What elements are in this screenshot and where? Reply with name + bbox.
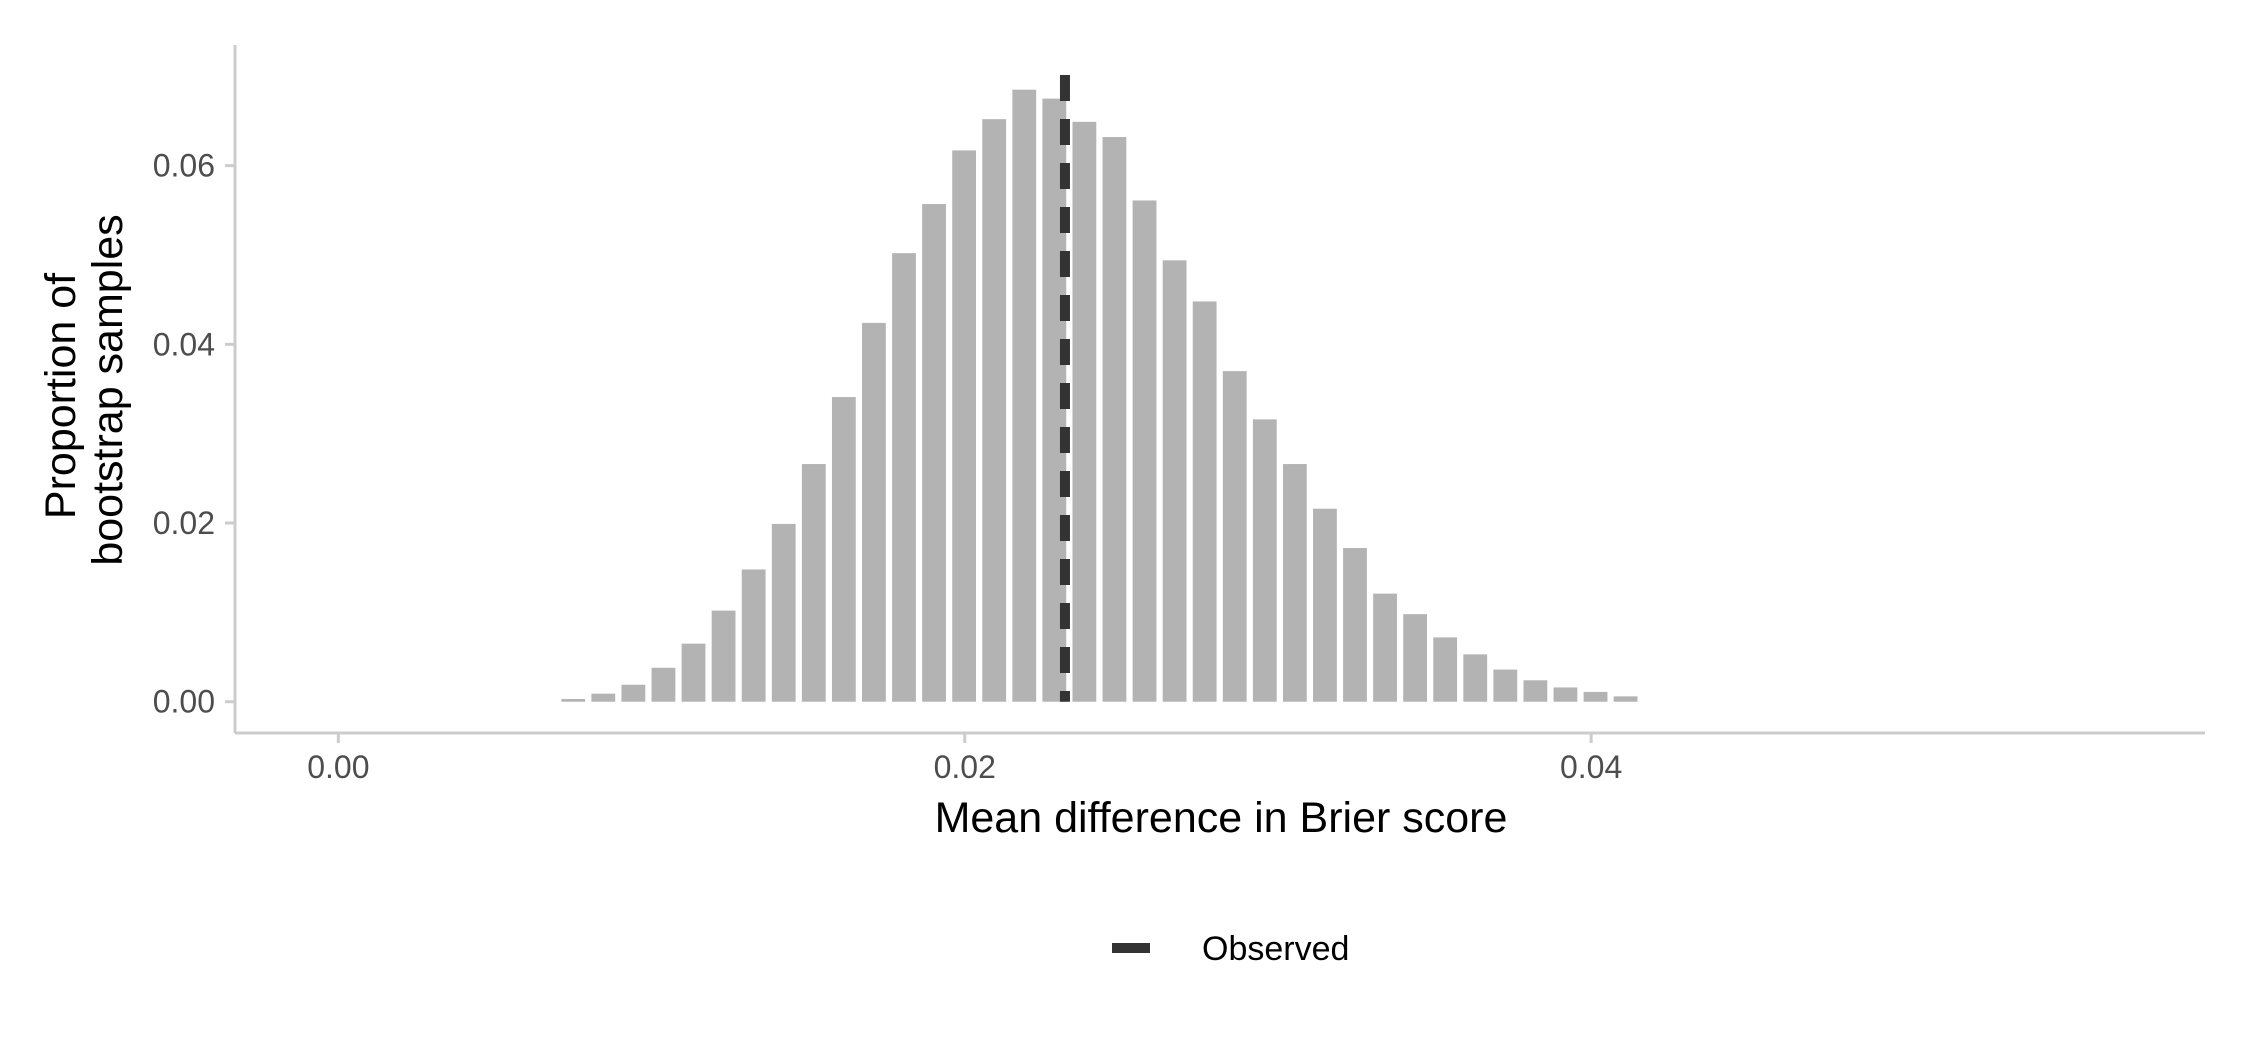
histogram-bar [681, 643, 706, 702]
histogram-bar [1613, 696, 1638, 702]
y-tick-label: 0.02 [153, 505, 215, 541]
histogram-bar [892, 253, 916, 702]
y-axis-title: Proportion of bootstrap samples [37, 214, 132, 565]
histogram-bar [862, 322, 886, 702]
histogram-bar [591, 693, 616, 702]
x-axis-title: Mean difference in Brier score [935, 794, 1508, 842]
y-axis-title-line-1: Proportion of [37, 272, 85, 519]
x-axis-ticks: 0.00 0.02 0.04 [307, 733, 1622, 785]
legend-label-observed: Observed [1202, 930, 1349, 968]
histogram-bar [1042, 98, 1067, 702]
y-axis-title-line-2: bootstrap samples [84, 214, 132, 565]
x-tick-label: 0.02 [934, 749, 996, 785]
y-tick-label: 0.06 [153, 148, 215, 184]
histogram-bar [1132, 200, 1157, 702]
histogram-bar [561, 699, 586, 702]
histogram-bar [1222, 371, 1247, 702]
histogram-bar [982, 119, 1007, 702]
y-tick-label: 0.00 [153, 684, 215, 720]
histogram-bar [651, 667, 676, 702]
histogram-bar [711, 610, 736, 702]
histogram-bar [1523, 680, 1548, 702]
histogram-bar [1012, 89, 1037, 702]
histogram-bar [1282, 464, 1307, 702]
histogram-bar [1373, 593, 1397, 702]
histogram-bar [1433, 637, 1458, 702]
x-tick-label: 0.04 [1560, 749, 1622, 785]
histogram-bar [771, 523, 796, 702]
histogram-bar [741, 569, 766, 702]
histogram-bar [922, 204, 946, 702]
histogram-bar [1252, 419, 1277, 702]
y-axis-ticks: 0.00 0.02 0.04 0.06 [153, 148, 235, 720]
histogram-bar [1102, 137, 1127, 702]
legend: Observed [1112, 930, 1349, 968]
y-tick-label: 0.04 [153, 326, 215, 362]
histogram-bar [1192, 301, 1217, 702]
histogram-bar [831, 397, 856, 702]
histogram-bar [1493, 669, 1518, 702]
histogram-bar [1463, 654, 1488, 702]
x-tick-label: 0.00 [307, 749, 369, 785]
histogram-bar [1343, 548, 1367, 702]
histogram-bar [1553, 687, 1578, 702]
histogram-bar [1072, 121, 1097, 702]
histogram-bar [952, 150, 977, 702]
histogram-bars [561, 89, 1638, 702]
histogram-bar [1403, 614, 1428, 702]
histogram-bar [621, 684, 646, 702]
histogram-bar [1313, 508, 1337, 702]
histogram-bar [801, 464, 826, 702]
histogram-bar [1162, 260, 1187, 702]
histogram-bar [1583, 691, 1608, 702]
